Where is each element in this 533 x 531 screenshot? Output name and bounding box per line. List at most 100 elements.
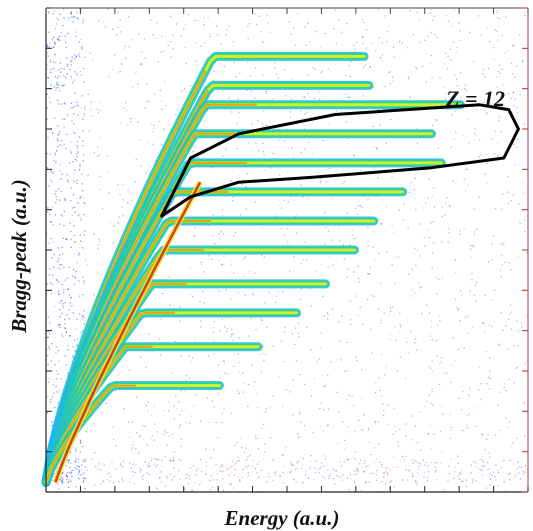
noise-point [418, 411, 421, 413]
noise-point [385, 470, 387, 472]
noise-point [474, 128, 476, 130]
noise-point [145, 351, 147, 353]
noise-point [232, 200, 234, 202]
noise-point [52, 172, 54, 174]
noise-point [155, 159, 157, 161]
noise-point [327, 424, 329, 427]
noise-point [57, 39, 60, 41]
noise-point [429, 332, 431, 335]
noise-point [50, 293, 53, 295]
noise-point [522, 191, 524, 193]
noise-point [358, 463, 361, 465]
noise-point [452, 41, 455, 43]
noise-point [83, 213, 85, 216]
noise-point [70, 246, 72, 248]
noise-point [307, 74, 309, 76]
noise-point [425, 462, 427, 464]
noise-point [190, 415, 192, 417]
noise-point [445, 202, 447, 204]
noise-point [368, 481, 370, 483]
noise-point [356, 41, 358, 43]
noise-point [112, 438, 115, 440]
noise-point [99, 175, 101, 177]
noise-point [120, 464, 122, 467]
noise-point [322, 465, 325, 467]
noise-point [63, 84, 65, 86]
noise-point [255, 438, 257, 440]
noise-point [144, 107, 146, 109]
noise-point [46, 207, 48, 209]
noise-point [410, 182, 412, 184]
noise-point [56, 370, 58, 372]
noise-point [495, 434, 497, 436]
noise-point [380, 282, 382, 284]
noise-point [517, 472, 520, 474]
noise-point [65, 238, 68, 240]
noise-point [57, 99, 59, 101]
noise-point [357, 205, 360, 207]
noise-point [378, 443, 380, 446]
noise-point [232, 333, 234, 335]
noise-point [431, 388, 433, 390]
noise-point [208, 355, 210, 357]
noise-point [436, 461, 438, 464]
noise-point [63, 291, 65, 294]
noise-point [379, 461, 381, 463]
noise-point [304, 128, 306, 130]
noise-point [385, 483, 387, 485]
noise-point [262, 74, 264, 77]
noise-point [221, 465, 224, 468]
noise-point [399, 330, 401, 332]
noise-point [74, 158, 77, 161]
noise-point [70, 13, 73, 15]
noise-point [191, 490, 193, 492]
noise-point [95, 465, 97, 468]
noise-point [147, 464, 149, 467]
noise-point [401, 42, 403, 44]
noise-point [71, 312, 73, 314]
noise-point [222, 155, 224, 157]
noise-point [194, 146, 197, 148]
noise-point [56, 77, 58, 79]
noise-point [254, 13, 256, 15]
noise-point [192, 465, 195, 467]
noise-point [141, 51, 143, 53]
noise-point [59, 170, 61, 172]
noise-point [466, 424, 468, 426]
noise-point [113, 225, 115, 227]
noise-point [476, 228, 478, 230]
noise-point [301, 467, 303, 470]
noise-point [336, 475, 338, 477]
noise-point [83, 310, 85, 312]
noise-point [49, 153, 51, 155]
noise-point [117, 11, 119, 13]
noise-point [493, 153, 495, 155]
noise-point [251, 149, 253, 151]
noise-point [65, 147, 67, 150]
noise-point [471, 279, 473, 281]
noise-point [124, 45, 127, 47]
noise-point [321, 375, 323, 377]
noise-point [258, 150, 260, 152]
noise-point [354, 207, 356, 209]
noise-point [78, 465, 81, 468]
noise-point [501, 34, 503, 37]
noise-point [391, 264, 393, 266]
noise-point [70, 150, 72, 152]
noise-point [151, 435, 154, 437]
noise-point [379, 322, 382, 324]
noise-point [46, 118, 48, 121]
noise-point [213, 341, 215, 343]
noise-point [153, 127, 155, 129]
noise-point [307, 93, 309, 95]
noise-point [81, 330, 84, 332]
noise-point [60, 300, 62, 302]
noise-point [346, 137, 349, 139]
noise-point [57, 146, 59, 148]
noise-point [514, 76, 516, 78]
noise-point [513, 105, 515, 107]
noise-point [76, 153, 78, 155]
noise-point [524, 11, 526, 13]
noise-point [489, 357, 491, 359]
noise-point [465, 189, 467, 192]
